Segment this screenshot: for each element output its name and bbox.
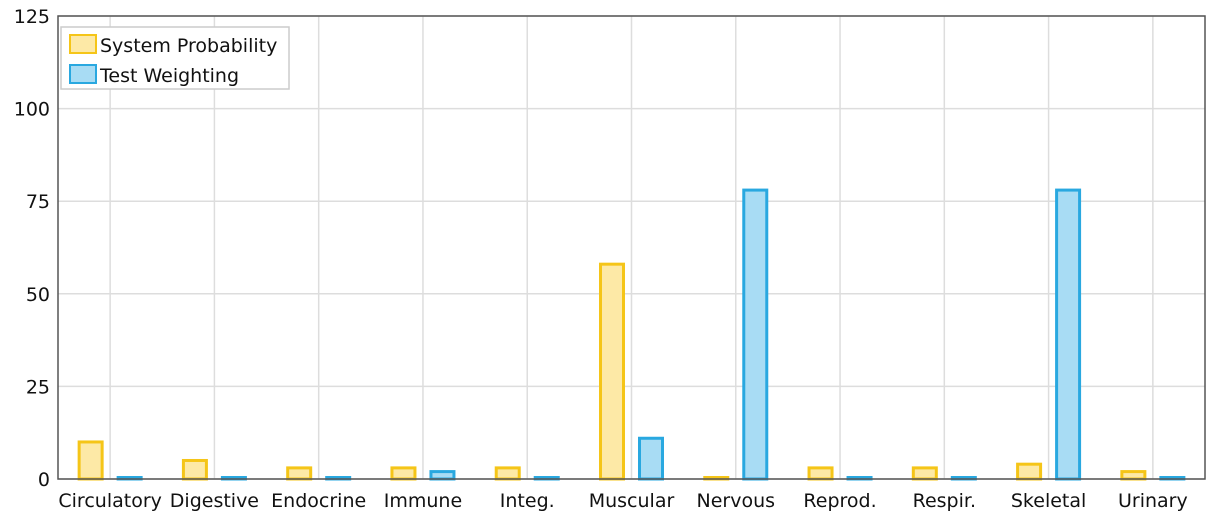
x-tick-label-skeletal: Skeletal	[1011, 490, 1086, 512]
legend-swatch-test-weighting	[69, 64, 97, 84]
bar-system-probability-urinary	[1120, 470, 1147, 481]
y-tick-label: 100	[14, 99, 50, 121]
x-tick-label-immune: Immune	[384, 490, 462, 512]
bar-system-probability-skeletal	[1016, 462, 1043, 481]
x-tick-label-muscular: Muscular	[589, 490, 675, 512]
x-tick-label-respir: Respir.	[913, 490, 976, 512]
x-tick-label-reprod: Reprod.	[803, 490, 876, 512]
legend: System Probability Test Weighting	[60, 26, 290, 90]
bar-test-weighting-muscular	[638, 436, 664, 481]
legend-label-system-probability: System Probability	[100, 35, 277, 57]
x-tick-label-urinary: Urinary	[1118, 490, 1188, 512]
bar-system-probability-digestive	[181, 458, 208, 481]
bar-system-probability-respir	[911, 466, 938, 481]
bar-test-weighting-nervous	[742, 188, 769, 481]
x-tick-label-integ: Integ.	[500, 490, 555, 512]
legend-swatch-system-probability	[69, 34, 97, 54]
bar-system-probability-reprod	[807, 466, 834, 481]
bar-system-probability-circulatory	[77, 440, 104, 481]
legend-label-test-weighting: Test Weighting	[99, 65, 239, 87]
bar-system-probability-integ	[494, 466, 521, 481]
bar-system-probability-muscular	[599, 262, 625, 481]
x-axis: Circulatory Digestive Endocrine Immune Integ…	[58, 490, 1187, 512]
x-tick-label-digestive: Digestive	[170, 490, 259, 512]
y-tick-label: 25	[26, 376, 50, 398]
x-tick-label-nervous: Nervous	[697, 490, 776, 512]
bar-system-probability-immune	[390, 466, 417, 481]
y-tick-label: 125	[14, 6, 50, 28]
y-tick-label: 0	[38, 469, 50, 491]
y-tick-label: 50	[26, 284, 50, 306]
bar-system-probability-endocrine	[286, 466, 313, 481]
bar-test-weighting-skeletal	[1055, 188, 1082, 481]
y-tick-label: 75	[26, 191, 50, 213]
x-tick-label-endocrine: Endocrine	[271, 490, 366, 512]
y-axis: 0 25 50 75 100 125	[14, 6, 50, 491]
bar-test-weighting-immune	[429, 470, 456, 481]
x-tick-label-circulatory: Circulatory	[58, 490, 161, 512]
legend-box	[60, 26, 290, 90]
plot-frame	[57, 15, 1206, 480]
